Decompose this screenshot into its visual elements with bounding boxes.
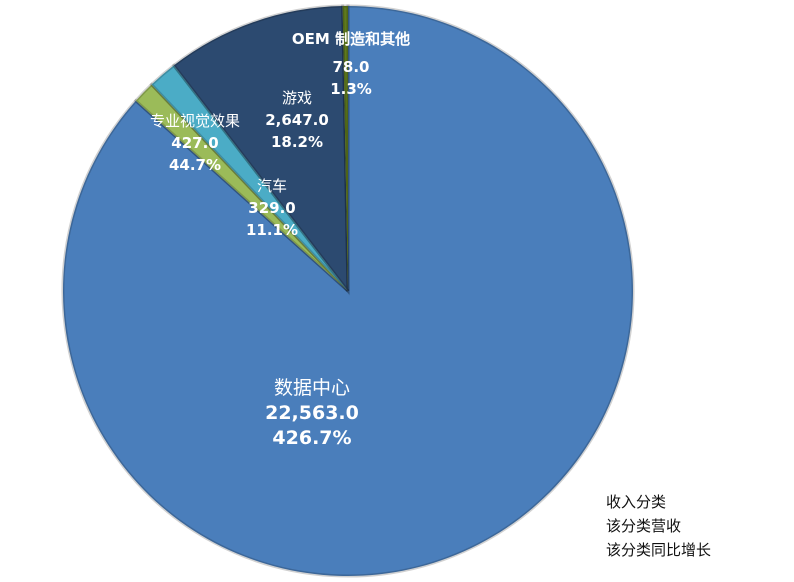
legend-note: 收入分类 该分类营收 该分类同比增长 [606, 490, 711, 562]
slice-growth: 18.2% [270, 133, 324, 151]
label-gaming: 游戏 2,647.0 18.2% [265, 87, 329, 153]
pie-slice-1 [133, 82, 350, 293]
slice-growth: 1.3% [330, 80, 372, 98]
slice-value: 427.0 [171, 134, 219, 152]
pie-slice-0 [61, 4, 635, 578]
slice-growth: 426.7% [272, 427, 352, 449]
slice-name: 游戏 [281, 89, 312, 107]
label-oem: OEM 制造和其他 78.0 1.3% [292, 28, 410, 100]
label-pro-visualization: 专业视觉效果 427.0 44.7% [150, 110, 240, 176]
slice-name: OEM 制造和其他 [291, 30, 411, 48]
slice-growth: 44.7% [168, 156, 222, 174]
slice-name: 数据中心 [273, 377, 351, 399]
slice-growth: 11.1% [245, 221, 299, 239]
pie-slice-4 [341, 4, 350, 292]
slice-value: 78.0 [332, 58, 370, 76]
label-data-center: 数据中心 22,563.0 426.7% [265, 376, 359, 451]
legend-line-growth: 该分类同比增长 [606, 541, 712, 559]
label-auto: 汽车 329.0 11.1% [246, 175, 298, 241]
slice-value: 329.0 [248, 199, 296, 217]
slice-name: 专业视觉效果 [149, 112, 241, 130]
slice-value: 2,647.0 [265, 111, 329, 129]
legend-line-category: 收入分类 [606, 493, 667, 511]
pie-slice-2 [149, 63, 350, 293]
pie-slice-3 [171, 4, 350, 296]
slice-value: 22,563.0 [265, 402, 359, 424]
legend-line-revenue: 该分类营收 [606, 517, 682, 535]
slice-name: 汽车 [256, 177, 288, 195]
